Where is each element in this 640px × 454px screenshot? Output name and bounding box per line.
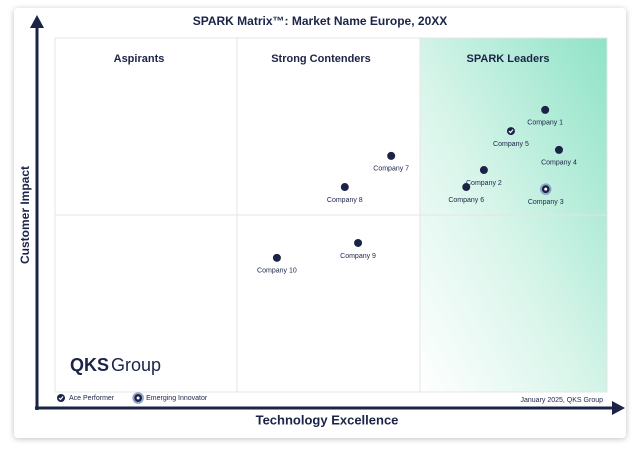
innovator-ring: [539, 183, 552, 195]
ace-badge: [58, 396, 64, 401]
point-label: Company 1: [527, 120, 563, 127]
point: [554, 145, 563, 154]
point: [541, 105, 550, 114]
point-label: Company 10: [257, 268, 297, 275]
point-label: Company 5: [493, 141, 529, 148]
x-arrow: [612, 401, 625, 415]
chart-title: SPARK Matrix™: Market Name Europe, 20XX: [193, 14, 448, 28]
point-label: Company 3: [528, 199, 564, 206]
point: [354, 238, 363, 247]
point: [272, 253, 281, 262]
x-axis-label: Technology Excellence: [256, 412, 399, 427]
point: [387, 151, 396, 160]
quadrant-label: Strong Contenders: [271, 53, 371, 65]
y-axis-label: Customer Impact: [18, 166, 32, 264]
innovator-dot: [544, 187, 548, 191]
point-label: Company 7: [373, 166, 409, 173]
quadrant-label: SPARK Leaders: [467, 53, 550, 65]
legend-label: Emerging Innovator: [146, 395, 208, 402]
y-arrow: [30, 15, 44, 28]
logo-rest: Group: [111, 355, 161, 375]
innovator-dot: [136, 396, 140, 400]
footer: January 2025, QKS Group: [521, 397, 604, 404]
innovator-ring: [132, 392, 144, 404]
point: [462, 183, 471, 192]
point-label: Company 2: [466, 180, 502, 187]
point-label: Company 8: [327, 197, 363, 204]
point-label: Company 4: [541, 160, 577, 167]
point: [479, 166, 488, 175]
legend-label: Ace Performer: [69, 395, 115, 402]
ace-badge: [508, 129, 514, 134]
quadrant-label: Aspirants: [114, 53, 165, 65]
point-label: Company 6: [448, 197, 484, 204]
point: [340, 183, 349, 192]
point-label: Company 9: [340, 253, 376, 260]
logo: QKS Group: [70, 355, 161, 375]
logo-bold: QKS: [70, 355, 109, 375]
